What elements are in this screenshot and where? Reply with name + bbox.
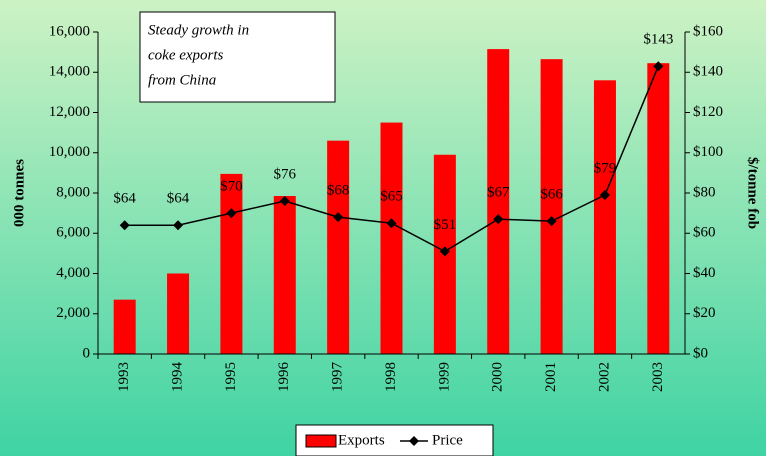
y-tick-label: 12,000 [49, 104, 90, 120]
price-marker [439, 246, 450, 257]
y2-tick-label: $140 [693, 64, 723, 80]
bar [593, 80, 616, 355]
y-tick-label: 2,000 [56, 305, 90, 321]
y2-tick-label: $160 [693, 23, 723, 39]
y-tick-label: 14,000 [49, 64, 90, 80]
x-tick-label: 1998 [383, 362, 399, 392]
x-tick-label: 2001 [543, 362, 559, 392]
bar [380, 122, 403, 354]
price-marker [493, 214, 504, 225]
y2-axis-label: $/tonne fob [745, 157, 761, 229]
data-label: $79 [594, 160, 617, 176]
x-tick-label: 1993 [116, 362, 132, 392]
price-marker [599, 190, 610, 201]
y-tick-label: 10,000 [49, 144, 90, 160]
x-tick-label: 1999 [436, 362, 452, 392]
price-marker [119, 220, 130, 231]
price-marker [333, 212, 344, 223]
y-tick-label: 16,000 [49, 23, 90, 39]
y2-tick-label: $60 [693, 225, 716, 241]
x-tick-label: 2000 [490, 362, 506, 392]
data-label: $66 [540, 187, 563, 203]
data-label: $76 [274, 166, 297, 182]
data-label: $67 [487, 185, 510, 201]
x-tick-label: 1997 [330, 362, 346, 393]
annotation: Steady growth in [148, 22, 249, 38]
price-marker [653, 61, 664, 72]
price-marker [386, 218, 397, 229]
data-label: $51 [434, 217, 457, 233]
y2-tick-label: $120 [693, 104, 723, 120]
price-marker [173, 220, 184, 231]
bar [327, 140, 350, 354]
x-tick-label: 2002 [596, 362, 612, 392]
data-label: $143 [643, 32, 673, 48]
data-label: $70 [220, 179, 243, 195]
price-marker [279, 196, 290, 207]
bar [220, 173, 243, 354]
bar [113, 299, 136, 354]
y2-tick-label: $80 [693, 184, 716, 200]
bar [540, 59, 563, 354]
bar [647, 63, 670, 354]
y-tick-label: 0 [83, 345, 91, 361]
bar [273, 196, 296, 354]
x-tick-label: 1995 [223, 362, 239, 392]
x-tick-label: 2003 [650, 362, 666, 392]
legend-marker [409, 436, 419, 446]
legend-label: Price [432, 432, 463, 448]
annotation: coke exports [148, 47, 224, 63]
data-label: $65 [380, 189, 403, 205]
y2-tick-label: $40 [693, 265, 716, 281]
y-tick-label: 8,000 [56, 184, 90, 200]
data-label: $64 [113, 191, 136, 207]
y2-tick-label: $100 [693, 144, 723, 160]
annotation: from China [148, 72, 216, 88]
y-axis-label: 000 tonnes [11, 159, 27, 227]
y-tick-label: 6,000 [56, 225, 90, 241]
y2-tick-label: $20 [693, 305, 716, 321]
y-tick-label: 4,000 [56, 265, 90, 281]
data-label: $64 [167, 191, 190, 207]
price-marker [226, 208, 237, 219]
annotation-box [139, 11, 336, 103]
legend-swatch [305, 434, 337, 448]
legend-label: Exports [338, 432, 385, 448]
x-tick-label: 1994 [169, 362, 185, 393]
data-label: $68 [327, 183, 350, 199]
y2-tick-label: $0 [693, 345, 708, 361]
bar [487, 49, 510, 354]
price-marker [546, 216, 557, 227]
x-tick-label: 1996 [276, 362, 292, 393]
bar [167, 273, 190, 354]
